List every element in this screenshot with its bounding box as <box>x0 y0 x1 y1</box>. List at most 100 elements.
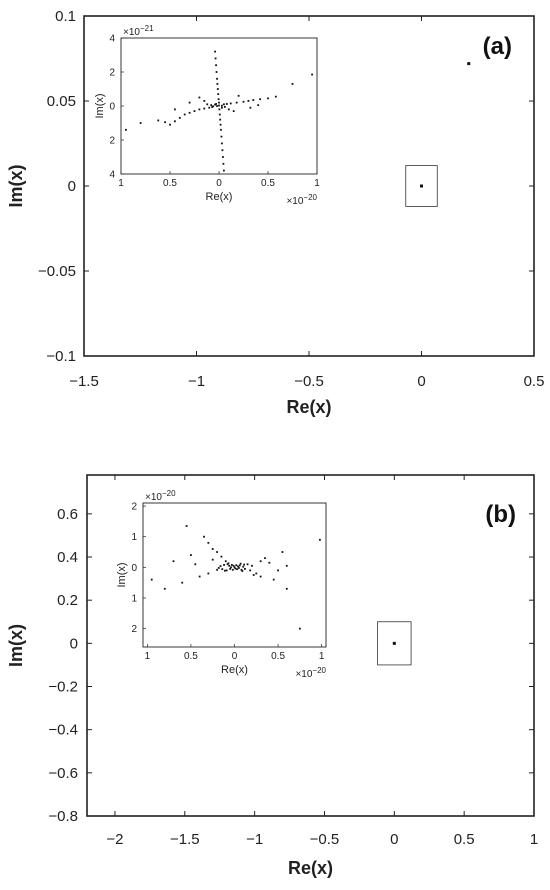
inset-data-point <box>218 113 221 116</box>
inset-y-multiplier: ×10−20 <box>145 489 176 503</box>
inset-x-multiplier-base: 10 <box>301 669 313 680</box>
inset-data-point <box>311 73 313 76</box>
x-tick-label: 0 <box>417 373 425 390</box>
x-tick-label: −2 <box>106 831 123 848</box>
inset-data-point <box>298 627 301 630</box>
inset-x-tick-label: 1 <box>145 651 151 662</box>
inset-data-point <box>228 564 231 567</box>
inset-data-point <box>229 567 232 570</box>
inset-data-point <box>198 108 201 111</box>
inset-x-exponent: −20 <box>303 193 317 202</box>
inset-data-point <box>272 578 275 581</box>
inset-data-point <box>174 108 176 111</box>
inset-data-point <box>224 569 226 572</box>
inset-y-axis-label: Im(x) <box>116 562 128 587</box>
panel-a: −1.5 −1 −0.5 0 0.5 −0.1 −0.05 0 0.05 0.1 Re(x) Im(x… <box>6 8 544 417</box>
x-axis-label: Re(x) <box>288 858 333 878</box>
inset-data-point <box>220 135 223 138</box>
inset-y-tick-label: 0 <box>109 102 115 113</box>
x-tick-label: −1.5 <box>170 831 200 848</box>
inset-data-point <box>216 83 219 85</box>
inset-data-point <box>240 568 243 571</box>
y-axis-label: Im(x) <box>6 164 26 207</box>
y-tick-label: 0.05 <box>47 93 76 110</box>
inset-data-point <box>237 565 239 568</box>
inset-data-point <box>246 563 249 566</box>
panel-label: (a) <box>483 33 512 60</box>
inset-data-point <box>139 122 142 124</box>
inset-data-point <box>203 535 205 538</box>
inset-y-tick-label: 2 <box>131 502 137 513</box>
y-tick-label: −0.2 <box>48 679 78 696</box>
inset-data-point <box>150 578 153 581</box>
inset-data-point <box>255 572 258 575</box>
inset-data-point <box>183 113 186 116</box>
x-tick-label: 0 <box>390 831 398 848</box>
inset-data-point <box>217 567 220 569</box>
inset-data-point <box>244 567 246 570</box>
inset-data-point <box>188 101 191 104</box>
inset-data-point <box>125 128 127 131</box>
zoom-box <box>377 621 412 666</box>
inset-data-point <box>174 120 176 123</box>
y-tick-label: 0.4 <box>57 549 78 566</box>
inset-data-point <box>190 554 192 556</box>
y-axis-label: Im(x) <box>6 624 26 667</box>
inset-x-tick-label: 0 <box>232 651 238 662</box>
inset-data-point <box>216 551 218 553</box>
inset-data-point <box>223 105 226 108</box>
inset-data-point <box>215 64 217 67</box>
inset-data-point <box>211 558 214 561</box>
inset-x-tick-label: 1 <box>118 178 124 189</box>
inset-data-point <box>225 103 228 105</box>
inset-data-point <box>218 104 220 107</box>
panel-b: −2 −1.5 −1 −0.5 0 0.5 1 −0.8 −0.6 −0.4 −0.2 0 0.2 0.4… <box>6 474 538 878</box>
inset-data-point <box>259 575 262 578</box>
inset-y-tick-label: 4 <box>109 34 115 45</box>
plot-frame <box>86 474 535 817</box>
inset-x-tick-label: 0.5 <box>261 178 275 189</box>
inset-data-point <box>216 88 219 90</box>
inset-data-point <box>238 564 241 567</box>
inset-y-tick-label: 2 <box>131 624 137 635</box>
y-tick-label: −0.4 <box>48 722 78 739</box>
y-tick-label: −0.05 <box>38 263 76 280</box>
inset-x-tick-label: 1 <box>319 651 325 662</box>
inset-data-point <box>241 570 244 572</box>
x-tick-label: −0.5 <box>294 373 324 390</box>
inset-data-point <box>178 117 181 119</box>
inset-data-point <box>207 572 210 575</box>
inset-data-point <box>221 149 224 152</box>
inset-data-point <box>218 101 220 104</box>
panel-label: (b) <box>485 501 516 528</box>
inset-data-point <box>218 108 221 111</box>
inset-y-tick-label: 1 <box>131 593 137 604</box>
inset-data-point <box>216 568 218 571</box>
inset-x-tick-label: 0.5 <box>271 651 285 662</box>
inset-frame <box>142 502 327 648</box>
inset-x-tick-label: 0.5 <box>184 651 198 662</box>
x-tick-label: −1 <box>246 831 263 848</box>
inset-data-point <box>198 575 201 578</box>
y-tick-label: −0.6 <box>48 765 78 782</box>
inset-data-point <box>225 569 228 572</box>
x-tick-label: 0.5 <box>524 373 545 390</box>
x-axis-label: Re(x) <box>286 397 331 417</box>
inset-data-point <box>249 569 252 572</box>
inset-data-point <box>215 103 217 105</box>
data-point <box>392 641 396 645</box>
inset-data-point <box>281 551 284 553</box>
x-tick-label: 0.5 <box>454 831 475 848</box>
inset-y-multiplier-base: 10 <box>151 492 163 503</box>
y-tick-label: 0.1 <box>55 8 76 25</box>
x-tick-label: −1.5 <box>69 373 99 390</box>
inset-data-point <box>259 560 262 563</box>
inset-data-point <box>164 121 166 124</box>
inset-y-tick-label: 1 <box>131 532 137 543</box>
inset-data-point <box>226 563 229 566</box>
inset-y-multiplier: ×10−21 <box>123 24 154 38</box>
y-tick-label: −0.1 <box>46 348 76 365</box>
inset-data-point <box>277 569 279 572</box>
